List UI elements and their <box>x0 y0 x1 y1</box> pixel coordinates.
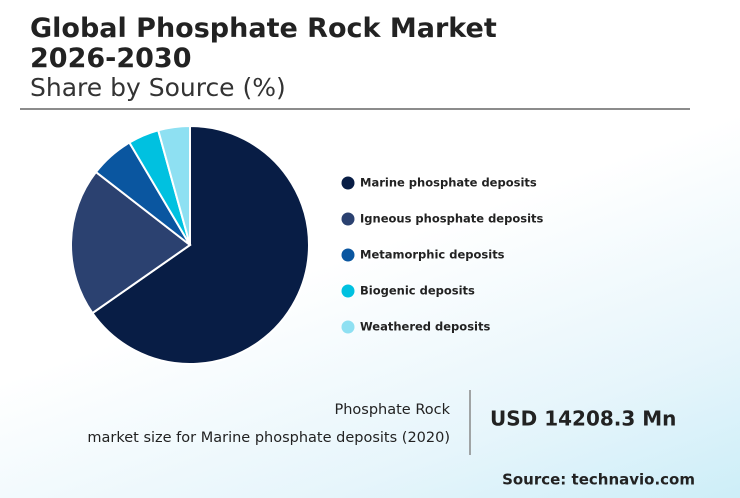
legend-marker <box>341 248 355 262</box>
highlight-label: market size for Marine phosphate deposit… <box>87 430 450 446</box>
chart-subtitle: Share by Source (%) <box>30 73 286 102</box>
legend-label: Igneous phosphate deposits <box>360 212 544 226</box>
legend-marker <box>341 176 355 190</box>
legend-label: Weathered deposits <box>360 320 490 334</box>
legend-marker <box>341 284 355 298</box>
chart-title: Global Phosphate Rock Market 2026-2030 <box>30 13 497 74</box>
pie-slice <box>157 124 191 246</box>
legend-marker <box>341 212 355 226</box>
pie-slice <box>91 124 310 365</box>
legend-marker <box>341 320 355 334</box>
legend-label: Biogenic deposits <box>360 284 475 298</box>
highlight-label: Phosphate Rock <box>334 402 450 418</box>
highlight-value: USD 14208.3 Mn <box>490 407 676 431</box>
legend-label: Metamorphic deposits <box>360 248 505 262</box>
source: Source: technavio.com <box>502 471 695 489</box>
legend-label: Marine phosphate deposits <box>360 176 537 190</box>
pie-slice <box>70 170 192 315</box>
